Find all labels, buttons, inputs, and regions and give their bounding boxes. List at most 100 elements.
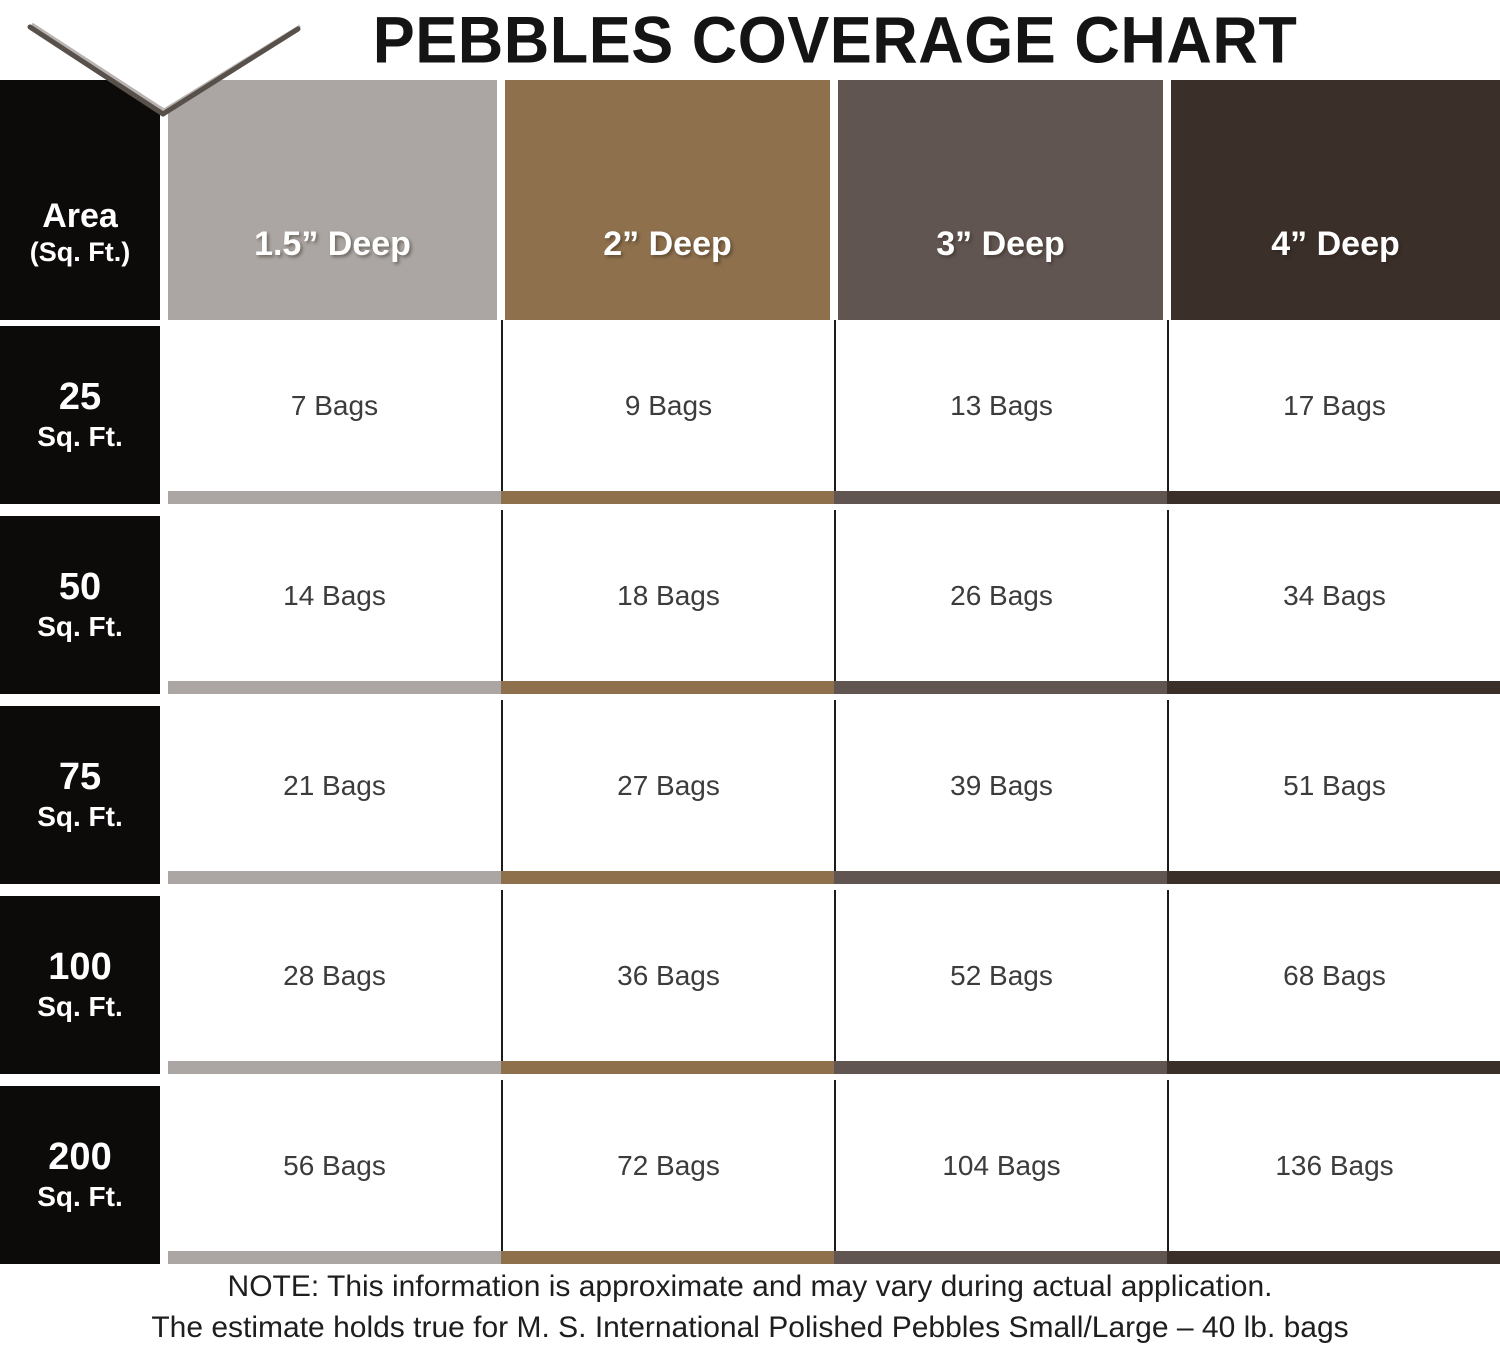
color-strip (1167, 491, 1500, 504)
area-cell: 100 Sq. Ft. (0, 896, 160, 1074)
bag-count: 7 Bags (168, 320, 501, 491)
bag-count: 34 Bags (1167, 510, 1500, 681)
area-unit: Sq. Ft. (37, 991, 123, 1023)
value-cell: 36 Bags (501, 890, 834, 1080)
row-gap (160, 1080, 168, 1270)
footnote: NOTE: This information is approximate an… (0, 1266, 1500, 1348)
color-strip (834, 1251, 1167, 1264)
row-gap (160, 890, 168, 1080)
table-row: 50 Sq. Ft. 14 Bags 18 Bags 26 Bags 34 Ba… (0, 510, 1500, 700)
color-strip (834, 871, 1167, 884)
table-header-row: Area (Sq. Ft.) 1.5” Deep 2” Deep 3” Deep… (0, 80, 1500, 320)
color-strip (501, 1061, 834, 1074)
row-values: 7 Bags 9 Bags 13 Bags 17 Bags (168, 320, 1500, 510)
color-strip (1167, 1251, 1500, 1264)
bag-count: 68 Bags (1167, 890, 1500, 1061)
bag-count: 72 Bags (501, 1080, 834, 1251)
bag-count: 36 Bags (501, 890, 834, 1061)
value-cell: 104 Bags (834, 1080, 1167, 1270)
value-cell: 18 Bags (501, 510, 834, 700)
table-row: 100 Sq. Ft. 28 Bags 36 Bags 52 Bags 68 B… (0, 890, 1500, 1080)
value-cell: 39 Bags (834, 700, 1167, 890)
row-gap (160, 700, 168, 890)
value-cell: 9 Bags (501, 320, 834, 510)
color-strip (168, 491, 501, 504)
area-cell: 25 Sq. Ft. (0, 326, 160, 504)
row-values: 28 Bags 36 Bags 52 Bags 68 Bags (168, 890, 1500, 1080)
color-strip (501, 871, 834, 884)
color-strip (168, 871, 501, 884)
color-strip (1167, 681, 1500, 694)
value-cell: 52 Bags (834, 890, 1167, 1080)
row-values: 56 Bags 72 Bags 104 Bags 136 Bags (168, 1080, 1500, 1270)
bag-count: 136 Bags (1167, 1080, 1500, 1251)
row-values: 21 Bags 27 Bags 39 Bags 51 Bags (168, 700, 1500, 890)
area-value: 200 (48, 1136, 112, 1179)
bag-count: 104 Bags (834, 1080, 1167, 1251)
value-cell: 27 Bags (501, 700, 834, 890)
value-cell: 34 Bags (1167, 510, 1500, 700)
area-cell: 75 Sq. Ft. (0, 706, 160, 884)
value-cell: 13 Bags (834, 320, 1167, 510)
bag-count: 21 Bags (168, 700, 501, 871)
footnote-line-1: NOTE: This information is approximate an… (227, 1270, 1273, 1303)
bag-count: 56 Bags (168, 1080, 501, 1251)
color-strip (501, 491, 834, 504)
column-header-label: 3” Deep (838, 80, 1163, 320)
row-gap (160, 320, 168, 510)
bag-count: 18 Bags (501, 510, 834, 681)
area-header-unit: (Sq. Ft.) (29, 236, 131, 267)
color-strip (168, 1251, 501, 1264)
value-cell: 28 Bags (168, 890, 501, 1080)
value-cell: 72 Bags (501, 1080, 834, 1270)
area-value: 50 (58, 566, 102, 609)
color-strip (501, 681, 834, 694)
value-cell: 51 Bags (1167, 700, 1500, 890)
color-strip (501, 1251, 834, 1264)
depth-headers: 1.5” Deep 2” Deep 3” Deep 4” Deep (168, 80, 1500, 320)
bag-count: 13 Bags (834, 320, 1167, 491)
area-unit: Sq. Ft. (37, 611, 123, 643)
color-strip (834, 681, 1167, 694)
header-gap (160, 80, 168, 320)
area-unit: Sq. Ft. (37, 801, 123, 833)
area-header-cell: Area (Sq. Ft.) (0, 80, 160, 320)
value-cell: 56 Bags (168, 1080, 501, 1270)
column-header-2-deep: 2” Deep (501, 80, 834, 320)
column-header-label: 4” Deep (1171, 80, 1500, 320)
row-gap (160, 510, 168, 700)
area-value: 75 (58, 756, 102, 799)
column-header-label: 2” Deep (505, 80, 830, 320)
color-strip (1167, 1061, 1500, 1074)
column-header-1-5-deep: 1.5” Deep (168, 80, 501, 320)
bag-count: 9 Bags (501, 320, 834, 491)
area-value: 100 (48, 946, 112, 989)
area-unit: Sq. Ft. (37, 421, 123, 453)
value-cell: 7 Bags (168, 320, 501, 510)
bag-count: 14 Bags (168, 510, 501, 681)
value-cell: 21 Bags (168, 700, 501, 890)
bag-count: 51 Bags (1167, 700, 1500, 871)
column-header-3-deep: 3” Deep (834, 80, 1167, 320)
color-strip (834, 1061, 1167, 1074)
value-cell: 136 Bags (1167, 1080, 1500, 1270)
bag-count: 52 Bags (834, 890, 1167, 1061)
value-cell: 14 Bags (168, 510, 501, 700)
value-cell: 26 Bags (834, 510, 1167, 700)
area-unit: Sq. Ft. (37, 1181, 123, 1213)
area-value: 25 (58, 376, 102, 419)
area-header-label: Area (42, 197, 118, 236)
column-header-4-deep: 4” Deep (1167, 80, 1500, 320)
color-strip (168, 681, 501, 694)
value-cell: 17 Bags (1167, 320, 1500, 510)
table-row: 25 Sq. Ft. 7 Bags 9 Bags 13 Bags 17 Bags (0, 320, 1500, 510)
footnote-line-2: The estimate holds true for M. S. Intern… (151, 1311, 1349, 1344)
color-strip (834, 491, 1167, 504)
bag-count: 28 Bags (168, 890, 501, 1061)
page-title: PEBBLES COVERAGE CHART (372, 4, 1298, 77)
value-cell: 68 Bags (1167, 890, 1500, 1080)
bag-count: 26 Bags (834, 510, 1167, 681)
table-row: 200 Sq. Ft. 56 Bags 72 Bags 104 Bags 136… (0, 1080, 1500, 1270)
table-row: 75 Sq. Ft. 21 Bags 27 Bags 39 Bags 51 Ba… (0, 700, 1500, 890)
area-cell: 200 Sq. Ft. (0, 1086, 160, 1264)
